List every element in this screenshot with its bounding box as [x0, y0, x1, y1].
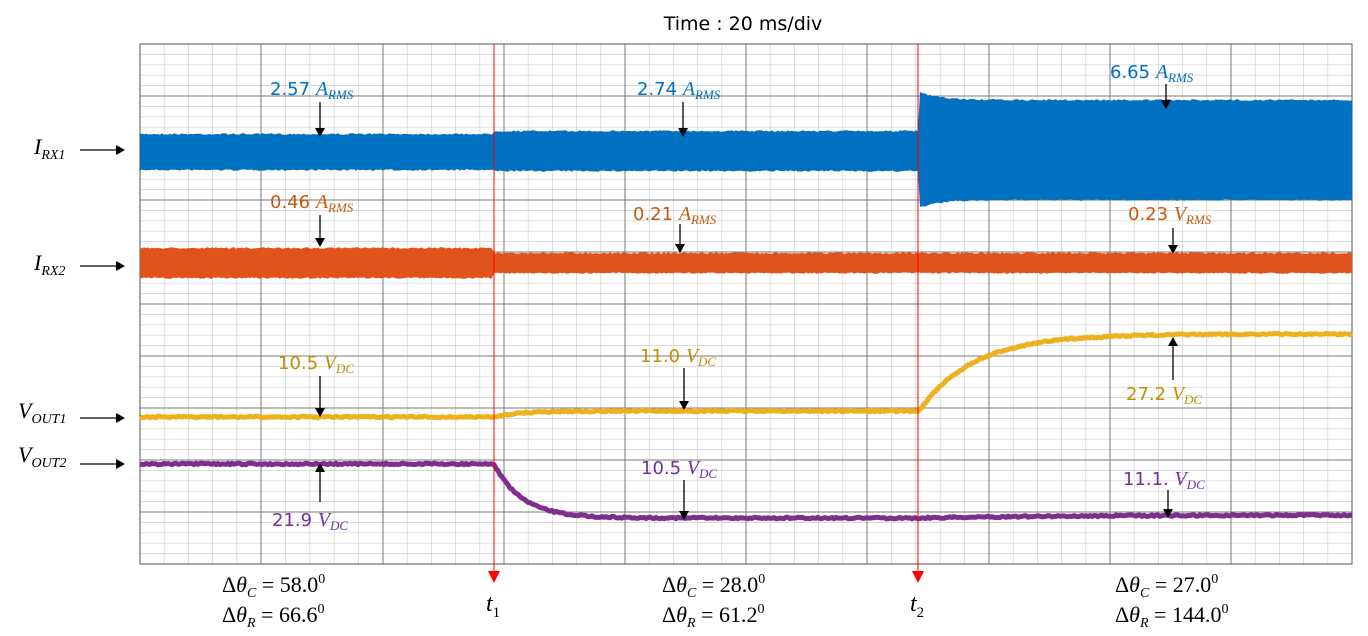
annotation-label: 21.9 VDC — [272, 509, 348, 533]
annotation-label: 10.5 VDC — [278, 352, 354, 376]
channel-label-irx2: IRX2 — [33, 250, 125, 279]
trace-irx2 — [140, 247, 1352, 279]
annotation-a12: 11.1. VDC — [1123, 468, 1205, 518]
annotation-label: 10.5 VDC — [641, 457, 717, 481]
annotation-a11: 10.5 VDC — [641, 457, 717, 520]
channel-labels: IRX1 IRX2 VOUT1 VOUT2 — [18, 134, 125, 471]
annotation-arrowhead — [1168, 337, 1178, 346]
annotation-a6: 0.23 VRMS — [1128, 203, 1212, 254]
annotation-a3: 6.65 ARMS — [1110, 61, 1194, 109]
value-annotations: 2.57 ARMS 2.74 ARMS 6.65 ARMS 0.46 ARMS 0.21… — [270, 61, 1212, 533]
annotation-arrowhead — [675, 244, 685, 253]
annotation-arrowhead — [1163, 509, 1173, 518]
interval-theta_c: ΔθC = 28.00 — [662, 572, 765, 601]
interval-theta_r: ΔθR = 61.20 — [662, 602, 764, 631]
annotation-a8: 11.0 VDC — [640, 345, 716, 410]
traces — [139, 91, 1354, 522]
annotation-label: 11.0 VDC — [640, 345, 716, 369]
interval-theta_r: ΔθR = 144.00 — [1115, 602, 1228, 631]
annotation-arrowhead — [315, 128, 325, 137]
annotation-arrowhead — [1161, 100, 1171, 109]
annotation-a1: 2.57 ARMS — [270, 78, 354, 137]
annotation-label: 11.1. VDC — [1123, 468, 1205, 492]
annotation-a9: 27.2 VDC — [1126, 337, 1202, 407]
interval-theta_c: ΔθC = 58.00 — [222, 572, 325, 601]
channel-label-irx1: IRX1 — [33, 134, 125, 163]
annotation-label: 0.21 ARMS — [633, 203, 717, 227]
annotation-label: 27.2 VDC — [1126, 383, 1202, 407]
svg-text:VOUT2: VOUT2 — [18, 442, 66, 471]
time-markers: t1 t2 — [486, 44, 924, 621]
annotation-a5: 0.21 ARMS — [633, 203, 717, 253]
annotation-arrowhead — [679, 511, 689, 520]
annotation-arrowhead — [315, 238, 325, 247]
interval-theta_r: ΔθR = 66.60 — [222, 602, 324, 631]
t2-label: t2 — [910, 591, 924, 621]
annotation-arrowhead — [315, 408, 325, 417]
annotation-arrowhead — [678, 128, 688, 137]
annotation-label: 2.57 ARMS — [270, 78, 354, 102]
annotation-label: 2.74 ARMS — [637, 78, 721, 102]
svg-text:VOUT1: VOUT1 — [18, 398, 66, 427]
annotation-a2: 2.74 ARMS — [637, 78, 721, 137]
trace-vout2 — [139, 460, 1353, 522]
annotation-a10: 21.9 VDC — [272, 463, 348, 533]
trace-vout1 — [139, 330, 1354, 421]
annotation-label: 0.46 ARMS — [270, 191, 354, 215]
annotation-arrowhead — [315, 463, 325, 472]
time-scale-title: Time : 20 ms/div — [663, 13, 823, 35]
t1-label: t1 — [486, 591, 500, 621]
annotation-a4: 0.46 ARMS — [270, 191, 354, 247]
interval-theta_c: ΔθC = 27.00 — [1115, 572, 1218, 601]
annotation-a7: 10.5 VDC — [278, 352, 354, 417]
annotation-label: 0.23 VRMS — [1128, 203, 1212, 227]
trace-irx1 — [140, 91, 1352, 207]
svg-text:IRX2: IRX2 — [33, 250, 65, 279]
annotation-arrowhead — [1168, 245, 1178, 254]
annotation-arrowhead — [679, 401, 689, 410]
svg-text:IRX1: IRX1 — [33, 134, 65, 163]
annotation-label: 6.65 ARMS — [1110, 61, 1194, 85]
channel-label-vout1: VOUT1 — [18, 398, 125, 427]
channel-label-vout2: VOUT2 — [18, 442, 125, 471]
t1-marker-arrow — [488, 571, 500, 583]
t2-marker-arrow — [912, 571, 924, 583]
